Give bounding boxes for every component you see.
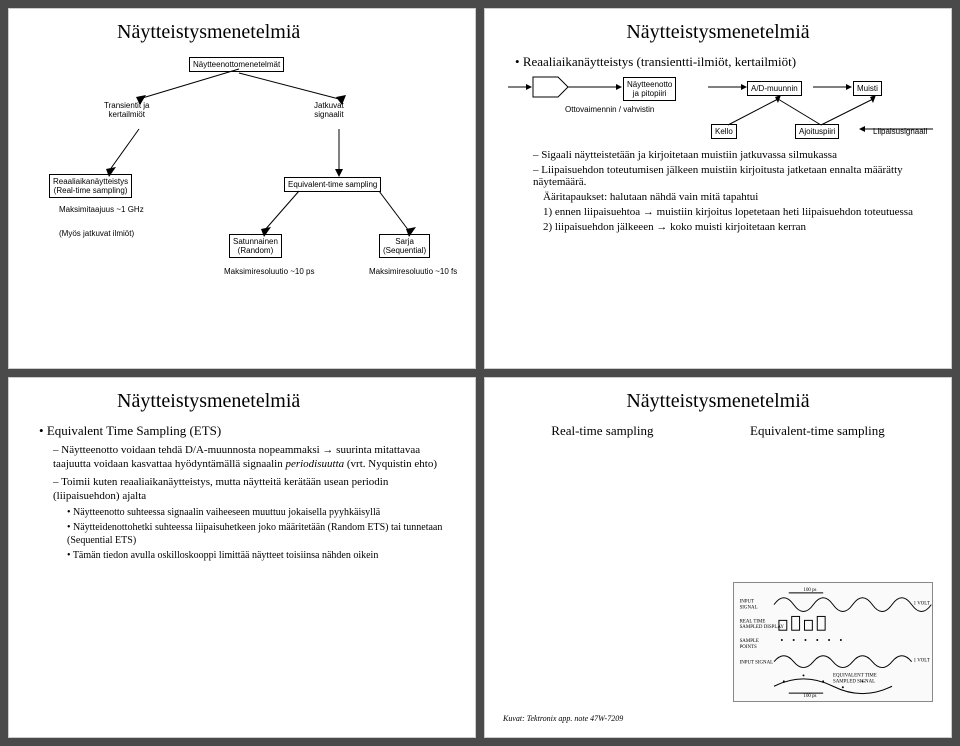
s2-l3b: 1) ennen liipaisuehtoa → muistiin kirjoi… xyxy=(543,206,933,218)
slide4-title: Näytteistysmenetelmiä xyxy=(503,390,933,413)
slide-1: Näytteistysmenetelmiä Näytteenottomenete… xyxy=(8,8,476,369)
slide2-title: Näytteistysmenetelmiä xyxy=(503,21,933,44)
random-note: Maksimiresoluutio ~10 ps xyxy=(224,267,314,276)
svg-text:100 ps: 100 ps xyxy=(804,588,817,593)
naytt-box: Näytteenotto ja pitopiiri xyxy=(623,77,676,101)
s2-l2: – Liipaisuehdon toteutumisen jälkeen mui… xyxy=(533,164,933,188)
root-node: Näytteenottomenetelmät xyxy=(189,57,284,72)
realtime-note2: (Myös jatkuvat ilmiöt) xyxy=(59,229,134,238)
svg-text:SAMPLE: SAMPLE xyxy=(740,639,759,644)
liip-label: Liipaisusignaali xyxy=(873,127,927,136)
svg-text:INPUT: INPUT xyxy=(740,600,754,605)
slide-2: Näytteistysmenetelmiä • Reaaliaikanäytte… xyxy=(484,8,952,369)
muisti-box: Muisti xyxy=(853,81,882,96)
svg-text:SIGNAL: SIGNAL xyxy=(740,606,758,611)
svg-text:1 VOLT: 1 VOLT xyxy=(914,659,930,664)
slide1-title: Näytteistysmenetelmiä xyxy=(117,21,457,44)
ets-node: Equivalent-time sampling xyxy=(284,177,381,192)
seq-note: Maksimiresoluutio ~10 fs xyxy=(369,267,457,276)
slide3-title: Näytteistysmenetelmiä xyxy=(117,390,457,413)
s3-b: – Toimii kuten reaaliaikanäytteistys, mu… xyxy=(53,475,457,504)
svg-text:SAMPLED DISPLAY: SAMPLED DISPLAY xyxy=(740,625,785,630)
random-node: Satunnainen (Random) xyxy=(229,234,282,258)
svg-text:EQUIVALENT TIME: EQUIVALENT TIME xyxy=(833,673,877,678)
ajoit-box: Ajoituspiiri xyxy=(795,124,839,139)
s3-c2: • Näytteidenottohetki suhteessa liipaisu… xyxy=(67,521,457,547)
svg-text:100 ps: 100 ps xyxy=(804,694,817,699)
s3-h: • Equivalent Time Sampling (ETS) xyxy=(39,423,457,439)
slide-3: Näytteistysmenetelmiä • Equivalent Time … xyxy=(8,377,476,738)
sampling-diagram: 100 ps INPUTSIGNAL 1 VOLT REAL TIMESAMPL… xyxy=(733,582,933,702)
realtime-node: Reaaliaikanäytteistys (Real-time samplin… xyxy=(49,174,132,198)
transients-node: Transientit ja kertailmiöt xyxy=(104,101,150,119)
kello-box: Kello xyxy=(711,124,737,139)
svg-text:INPUT SIGNAL: INPUT SIGNAL xyxy=(740,661,774,666)
s3-a: – Näytteenotto voidaan tehdä D/A-muunnos… xyxy=(53,443,457,472)
s3-c3: • Tämän tiedon avulla oskilloskooppi lim… xyxy=(67,549,457,562)
svg-text:POINTS: POINTS xyxy=(740,645,757,650)
kuvat-attribution: Kuvat: Tektronix app. note 47W-7209 xyxy=(503,714,623,723)
svg-text:1 VOLT: 1 VOLT xyxy=(914,602,930,607)
ottov-label: Ottovaimennin / vahvistin xyxy=(565,105,654,114)
s4-left-heading: Real-time sampling xyxy=(551,423,653,439)
s2-l3c: 2) liipaisuehdon jälkeeen → koko muisti … xyxy=(543,221,933,233)
realtime-note1: Maksimitaajuus ~1 GHz xyxy=(59,205,144,214)
slide-4: Näytteistysmenetelmiä Real-time sampling… xyxy=(484,377,952,738)
s4-right-heading: Equivalent-time sampling xyxy=(750,423,885,439)
seq-node: Sarja (Sequential) xyxy=(379,234,430,258)
ad-box: A/D-muunnin xyxy=(747,81,802,96)
s2-l3a: Ääritapaukset: halutaan nähdä vain mitä … xyxy=(543,191,933,203)
svg-text:REAL TIME: REAL TIME xyxy=(740,619,766,624)
jatkuvat-node: Jatkuvat signaalit xyxy=(314,101,344,119)
svg-text:SAMPLED SIGNAL: SAMPLED SIGNAL xyxy=(833,679,875,684)
s3-c1: • Näytteenotto suhteessa signaalin vaihe… xyxy=(67,506,457,519)
s2-l1: – Sigaali näytteistetään ja kirjoitetaan… xyxy=(533,149,933,161)
